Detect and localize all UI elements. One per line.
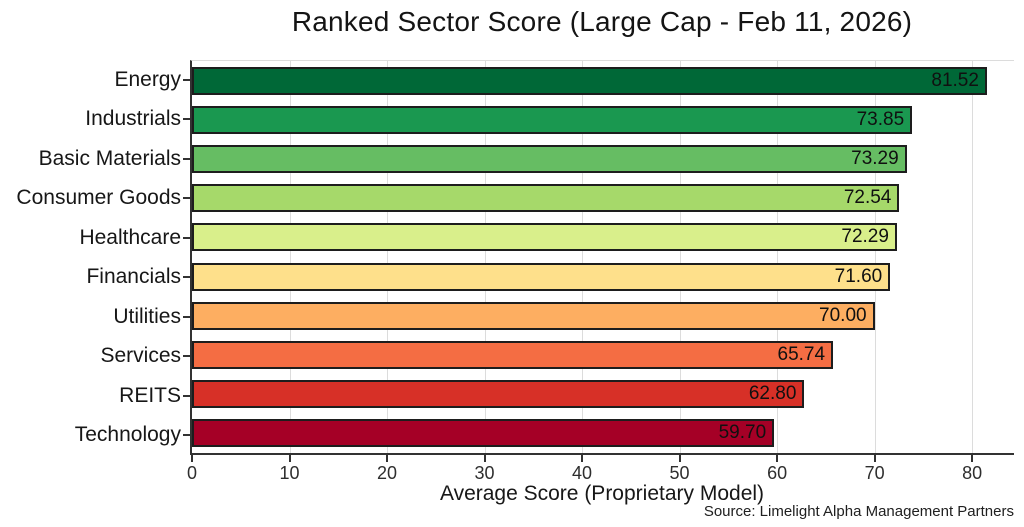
x-tick-30 — [483, 455, 486, 462]
y-tick-technology — [183, 434, 191, 437]
y-axis-label-healthcare: Healthcare — [79, 225, 181, 249]
x-tick-label-80: 80 — [962, 463, 983, 483]
y-tick-industrials — [183, 118, 191, 121]
gridline-50 — [679, 61, 681, 453]
y-axis-label-reits: REITS — [119, 383, 181, 407]
x-tick-0 — [191, 455, 193, 462]
y-tick-reits — [183, 394, 191, 397]
x-tick-label-70: 70 — [864, 463, 885, 483]
gridline-30 — [484, 61, 486, 453]
chart-title: Ranked Sector Score (Large Cap - Feb 11,… — [291, 6, 913, 37]
x-tick-label-50: 50 — [669, 463, 690, 483]
bar-row-financials: 71.60 — [192, 257, 1014, 296]
gridline-20 — [387, 61, 389, 453]
source-note: Source: Limelight Alpha Management Partn… — [703, 503, 1014, 520]
gridline-60 — [777, 61, 779, 453]
bar-value-healthcare: 72.29 — [841, 226, 889, 248]
bar-row-reits: 62.80 — [192, 375, 1014, 414]
y-axis-label-financials: Financials — [86, 265, 181, 289]
bar-row-energy: 81.52 — [192, 61, 1014, 100]
y-axis-label-utilities: Utilities — [113, 304, 181, 328]
x-tick-label-30: 30 — [474, 463, 495, 483]
bar-row-technology: 59.70 — [192, 414, 1014, 453]
y-tick-healthcare — [183, 236, 191, 239]
x-tick-label-10: 10 — [279, 463, 300, 483]
gridline-10 — [289, 61, 291, 453]
y-axis-label-energy: Energy — [114, 67, 181, 91]
y-axis-label-basic-materials: Basic Materials — [38, 146, 181, 170]
bar-energy: 81.52 — [192, 66, 987, 95]
bar-row-industrials: 73.85 — [192, 100, 1014, 139]
x-axis-title: Average Score (Proprietary Model) — [439, 482, 765, 505]
plot-area: 81.52 73.85 73.29 72.54 72.29 71.60 70.00 65.74… — [190, 60, 1014, 455]
y-axis-label-consumer-goods: Consumer Goods — [16, 186, 181, 210]
y-tick-utilities — [183, 315, 191, 318]
bar-financials: 71.60 — [192, 262, 891, 291]
bar-row-services: 65.74 — [192, 335, 1014, 374]
x-tick-label-60: 60 — [767, 463, 788, 483]
gridline-70 — [874, 61, 876, 453]
gridline-80 — [972, 61, 974, 453]
x-tick-10 — [288, 455, 291, 462]
bar-industrials: 73.85 — [192, 105, 913, 134]
bar-value-utilities: 70.00 — [819, 304, 867, 326]
x-tick-70 — [873, 455, 876, 462]
bar-value-energy: 81.52 — [931, 69, 979, 91]
bar-value-basic-materials: 73.29 — [851, 147, 899, 169]
x-tick-40 — [581, 455, 584, 462]
x-tick-label-0: 0 — [186, 463, 198, 483]
gridline-40 — [582, 61, 584, 453]
bar-row-basic-materials: 73.29 — [192, 139, 1014, 178]
bar-rows: 81.52 73.85 73.29 72.54 72.29 71.60 70.00 65.74… — [192, 61, 1014, 453]
y-axis-label-services: Services — [100, 344, 181, 368]
y-tick-financials — [183, 276, 191, 279]
x-tick-60 — [776, 455, 779, 462]
bar-basic-materials: 73.29 — [192, 144, 907, 173]
bar-value-financials: 71.60 — [834, 265, 883, 287]
y-axis-label-industrials: Industrials — [85, 107, 181, 131]
bar-reits: 62.80 — [192, 380, 805, 409]
y-tick-basic-materials — [183, 157, 191, 160]
bar-technology: 59.70 — [192, 419, 775, 448]
bar-row-consumer-goods: 72.54 — [192, 179, 1014, 218]
x-tick-label-40: 40 — [572, 463, 593, 483]
bar-services: 65.74 — [192, 340, 834, 369]
bar-consumer-goods: 72.54 — [192, 184, 900, 213]
x-tick-label-20: 20 — [377, 463, 398, 483]
bar-value-industrials: 73.85 — [856, 108, 905, 130]
y-tick-consumer-goods — [183, 197, 191, 200]
bar-row-utilities: 70.00 — [192, 296, 1014, 335]
bar-value-reits: 62.80 — [748, 383, 797, 405]
y-axis-label-technology: Technology — [74, 423, 181, 447]
bar-value-technology: 59.70 — [718, 422, 767, 444]
x-tick-20 — [386, 455, 389, 462]
y-tick-services — [183, 355, 191, 358]
x-tick-50 — [678, 455, 681, 462]
bar-healthcare: 72.29 — [192, 223, 897, 252]
y-axis-labels: Energy Industrials Basic Materials Consumer… — [0, 60, 181, 455]
bar-value-services: 65.74 — [777, 343, 826, 365]
x-tick-80 — [971, 455, 974, 462]
bar-utilities: 70.00 — [192, 301, 875, 330]
y-tick-energy — [183, 78, 191, 81]
bar-value-consumer-goods: 72.54 — [843, 187, 892, 209]
bar-row-healthcare: 72.29 — [192, 218, 1014, 257]
